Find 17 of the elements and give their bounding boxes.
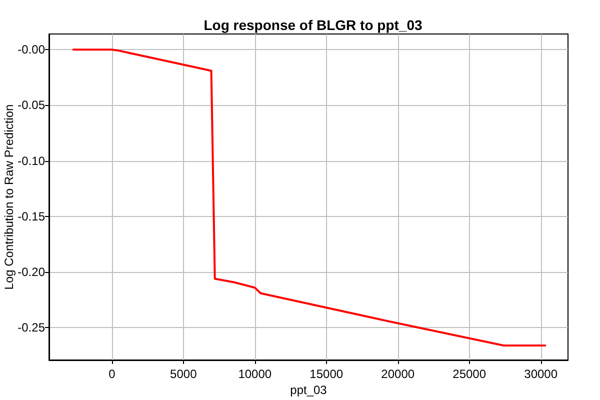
chart-title: Log response of BLGR to ppt_03 <box>204 17 422 33</box>
y-tick-label: -0.10 <box>18 154 46 168</box>
x-tick-label: 5000 <box>170 367 198 381</box>
x-tick-label: 20000 <box>381 367 415 381</box>
y-tick-label: -0.15 <box>18 209 46 224</box>
y-tick-label: -0.25 <box>18 320 46 335</box>
x-tick-label: 15000 <box>310 367 344 381</box>
y-tick-label: -0.00 <box>18 42 46 57</box>
x-tick-label: 10000 <box>238 367 272 381</box>
line-series <box>72 48 546 347</box>
x-axis-title: ppt_03 <box>290 383 328 397</box>
y-tick-label: -0.05 <box>18 98 46 112</box>
y-tick-label: -0.20 <box>18 265 46 280</box>
y-axis-title: Log Contribution to Raw Prediction <box>2 104 16 290</box>
x-tick-label: 30000 <box>524 367 558 381</box>
x-tick-label: 25000 <box>452 367 486 381</box>
x-tick-label: 0 <box>108 367 116 381</box>
